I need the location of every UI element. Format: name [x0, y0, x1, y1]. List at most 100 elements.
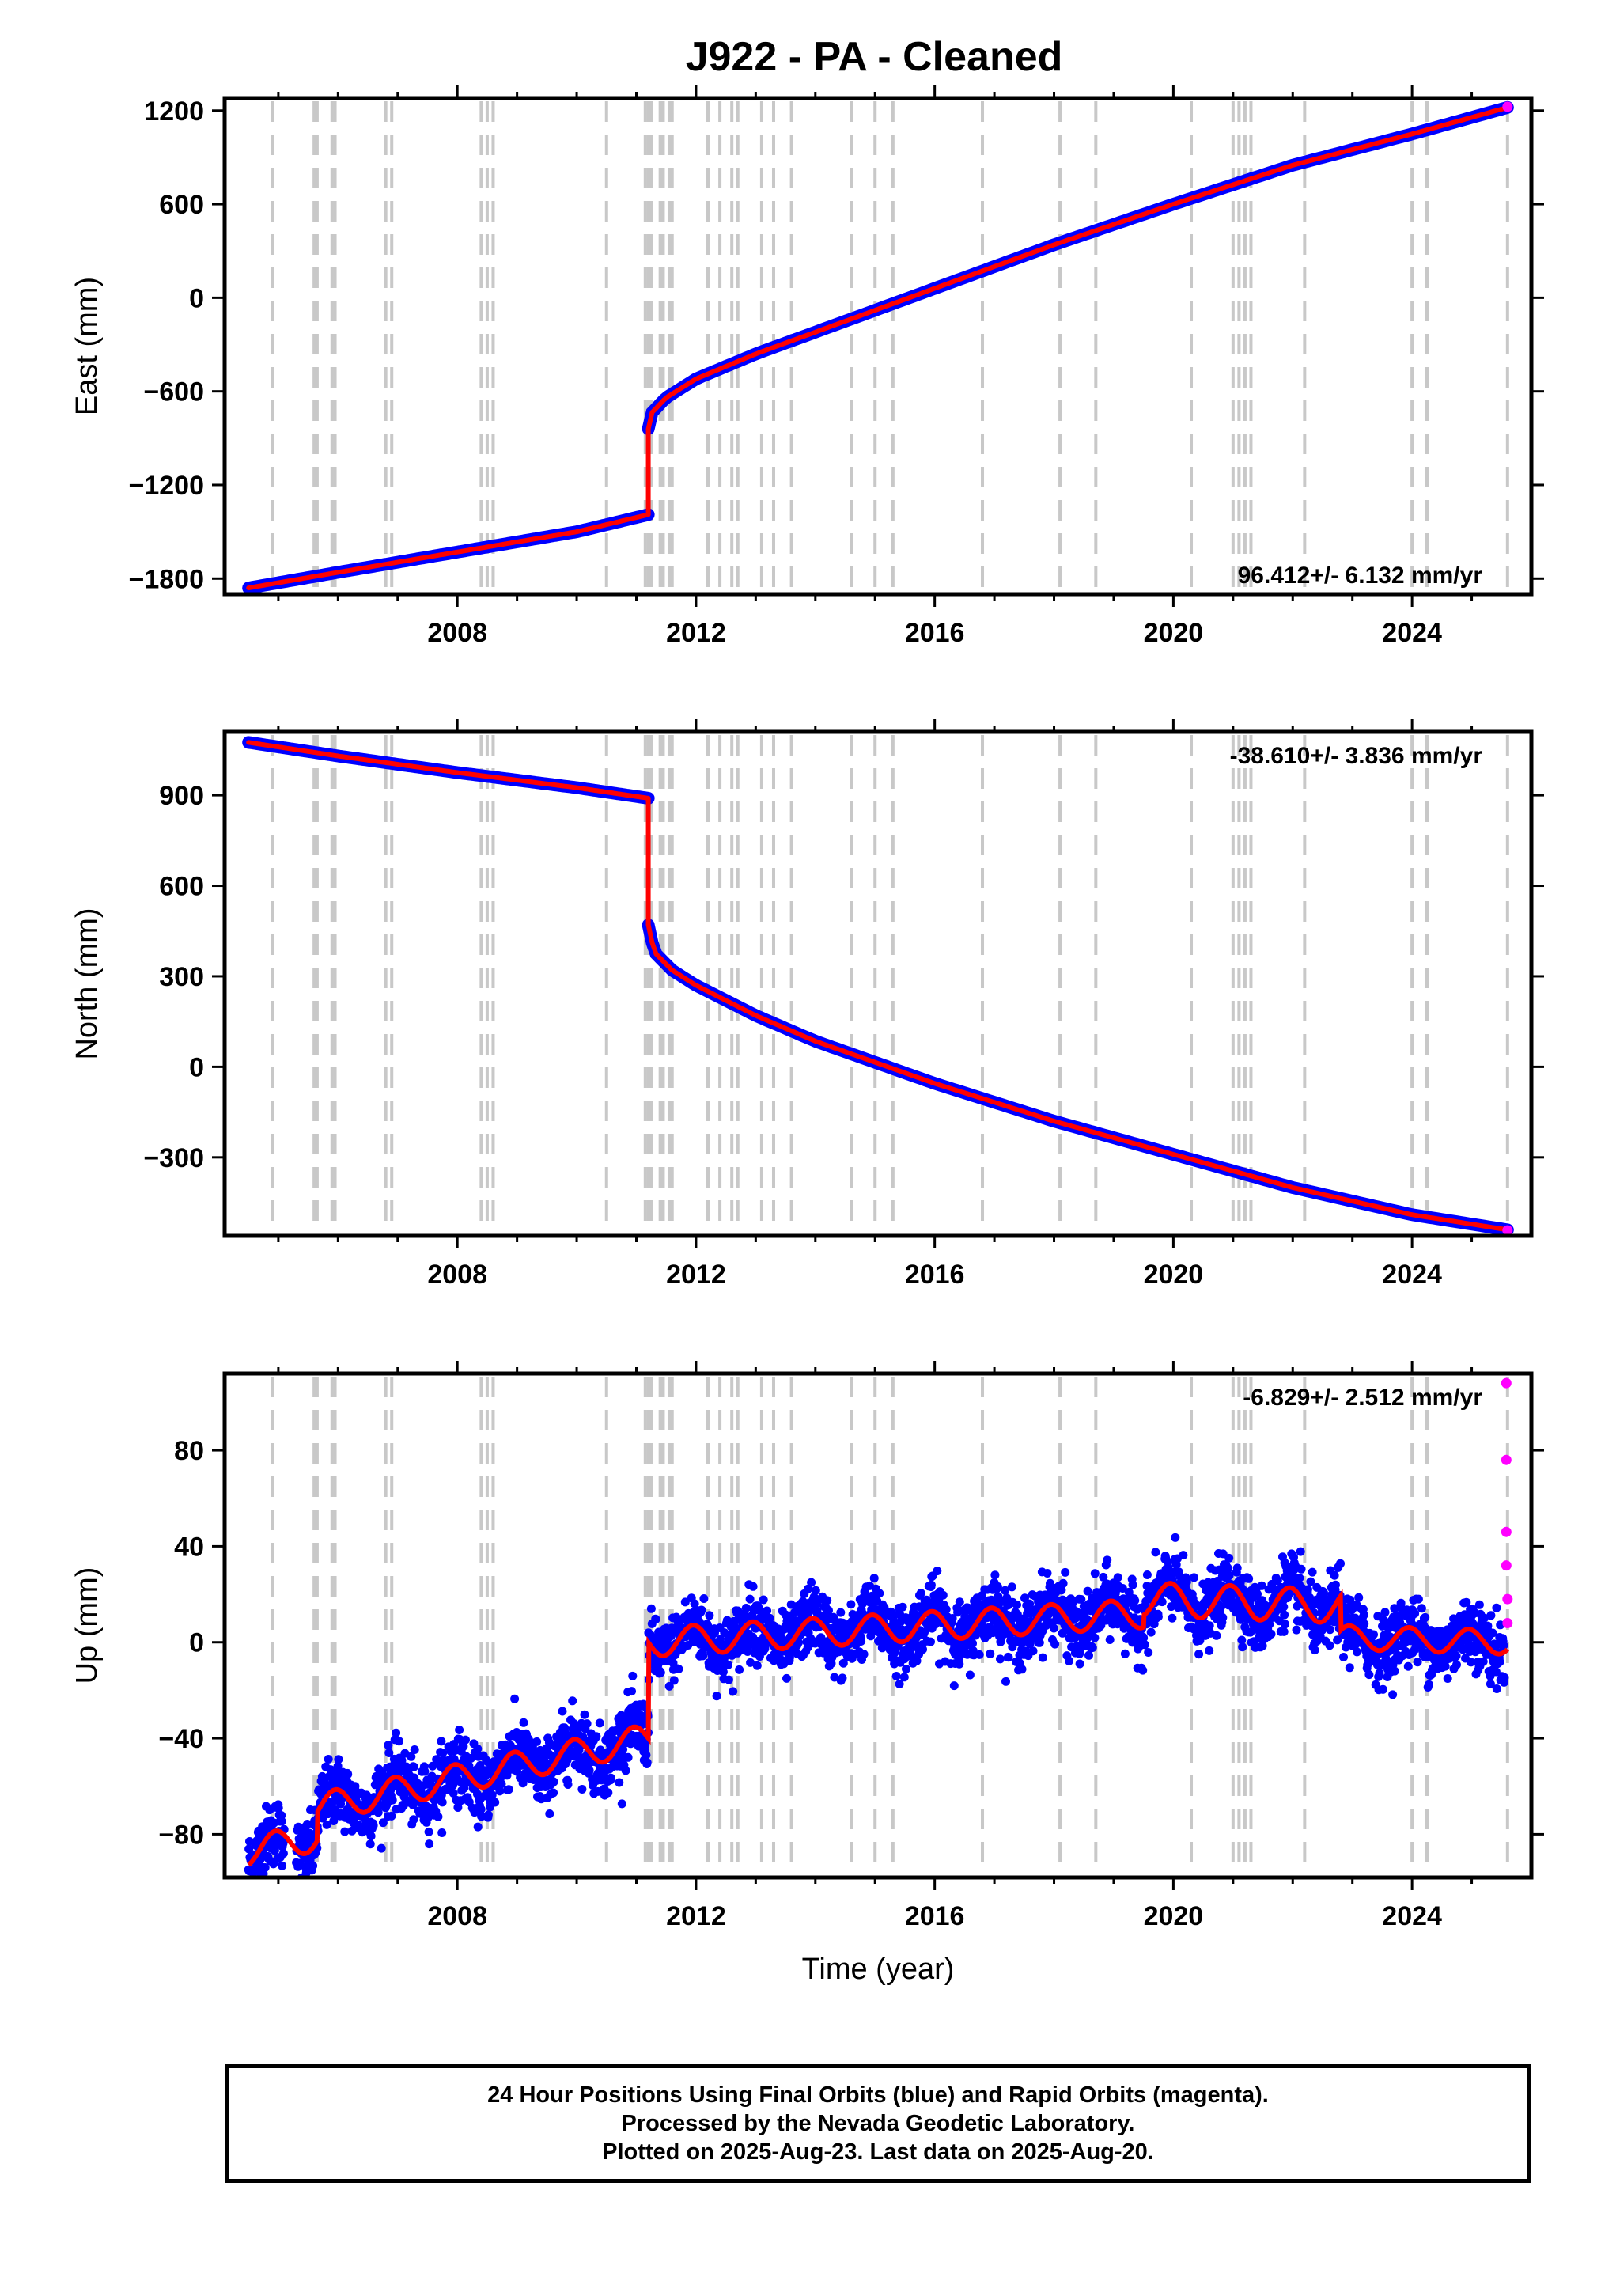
data-point [1118, 1584, 1127, 1593]
data-point [324, 1755, 333, 1764]
data-point [308, 1861, 318, 1870]
data-point [1486, 1611, 1496, 1620]
data-point [1084, 1650, 1093, 1660]
data-point [823, 1596, 832, 1605]
data-point [986, 1649, 995, 1658]
data-point [1223, 1564, 1232, 1574]
data-point [642, 1758, 652, 1767]
data-point [1113, 1573, 1122, 1582]
y-axis-title: North (mm) [70, 907, 104, 1059]
plot-frame [222, 1371, 1534, 1880]
data-point [968, 1639, 977, 1648]
plot-frame [222, 96, 1534, 597]
data-point [248, 1891, 256, 1900]
data-point [1017, 1665, 1027, 1674]
y-tick-label: 900 [159, 781, 204, 811]
data-point [333, 1761, 343, 1771]
data-point [838, 1658, 848, 1668]
data-point [718, 1667, 728, 1677]
data-point [869, 1574, 879, 1583]
data-point [830, 1673, 839, 1682]
data-point [1128, 1580, 1137, 1589]
data-point [793, 1638, 803, 1647]
data-point [1417, 1604, 1426, 1613]
data-point [699, 1594, 709, 1603]
data-point [617, 1799, 626, 1809]
x-tick-label: 2012 [666, 1260, 726, 1290]
data-point [1090, 1569, 1100, 1578]
data-point [1354, 1593, 1364, 1602]
data-point [811, 1586, 820, 1595]
data-point [340, 1827, 350, 1836]
data-point [1325, 1641, 1334, 1650]
data-point [545, 1809, 554, 1818]
data-point [277, 1817, 286, 1826]
rapid-orbit-point [1502, 1593, 1513, 1605]
data-point [912, 1633, 922, 1642]
data-point [899, 1673, 909, 1682]
data-point [669, 1676, 679, 1685]
data-point [549, 1788, 558, 1798]
data-point [1058, 1628, 1067, 1638]
data-point [365, 1839, 375, 1849]
data-point [473, 1822, 483, 1832]
data-point [1182, 1578, 1191, 1587]
data-point [1339, 1653, 1348, 1661]
data-point [606, 1773, 615, 1783]
data-point [698, 1651, 708, 1661]
data-point [1375, 1669, 1384, 1678]
data-point [470, 1808, 479, 1817]
data-point [1205, 1621, 1214, 1631]
data-point [926, 1637, 935, 1646]
x-tick-label: 2020 [1144, 618, 1204, 648]
fit-line [645, 923, 1510, 1233]
data-point [875, 1589, 884, 1598]
data-point [384, 1741, 393, 1750]
data-point [933, 1567, 942, 1576]
data-point [918, 1645, 927, 1654]
data-point [1068, 1598, 1077, 1608]
data-point [1403, 1661, 1413, 1671]
data-point [955, 1659, 964, 1669]
y-tick-label: 300 [159, 962, 204, 992]
data-point [1306, 1577, 1315, 1586]
data-point [1151, 1548, 1160, 1557]
data-point [1461, 1611, 1470, 1620]
data-point [990, 1570, 1000, 1580]
data-point [303, 1820, 312, 1828]
data-point [1120, 1649, 1130, 1658]
rapid-orbit-point [1501, 1526, 1512, 1537]
data-point [1279, 1627, 1289, 1636]
data-point [1336, 1559, 1345, 1568]
data-point [1190, 1573, 1198, 1582]
data-point [949, 1681, 959, 1691]
data-point [1266, 1629, 1276, 1639]
data-point [748, 1582, 758, 1591]
data-point [1410, 1608, 1420, 1618]
data-point [504, 1785, 513, 1794]
data-point [477, 1812, 486, 1821]
data-point [615, 1778, 624, 1787]
data-point [1258, 1641, 1267, 1650]
data-point [343, 1770, 353, 1779]
data-point [1212, 1631, 1221, 1640]
data-point [782, 1673, 791, 1683]
data-point [1028, 1646, 1038, 1656]
data-point [437, 1828, 447, 1837]
data-point [410, 1745, 419, 1754]
data-point [409, 1762, 418, 1771]
data-point [1061, 1567, 1070, 1577]
data-point [373, 1808, 383, 1817]
rate-label: 96.412+/- 6.132 mm/yr [1238, 563, 1483, 589]
data-point [595, 1718, 604, 1728]
data-point [996, 1654, 1005, 1664]
data-point [455, 1726, 464, 1734]
data-point [1202, 1594, 1212, 1603]
data-point [746, 1658, 755, 1667]
data-point [1088, 1643, 1097, 1652]
data-point [1480, 1613, 1489, 1623]
data-point [724, 1660, 733, 1669]
data-point [461, 1735, 470, 1745]
data-point [582, 1719, 592, 1729]
data-point [705, 1611, 714, 1620]
